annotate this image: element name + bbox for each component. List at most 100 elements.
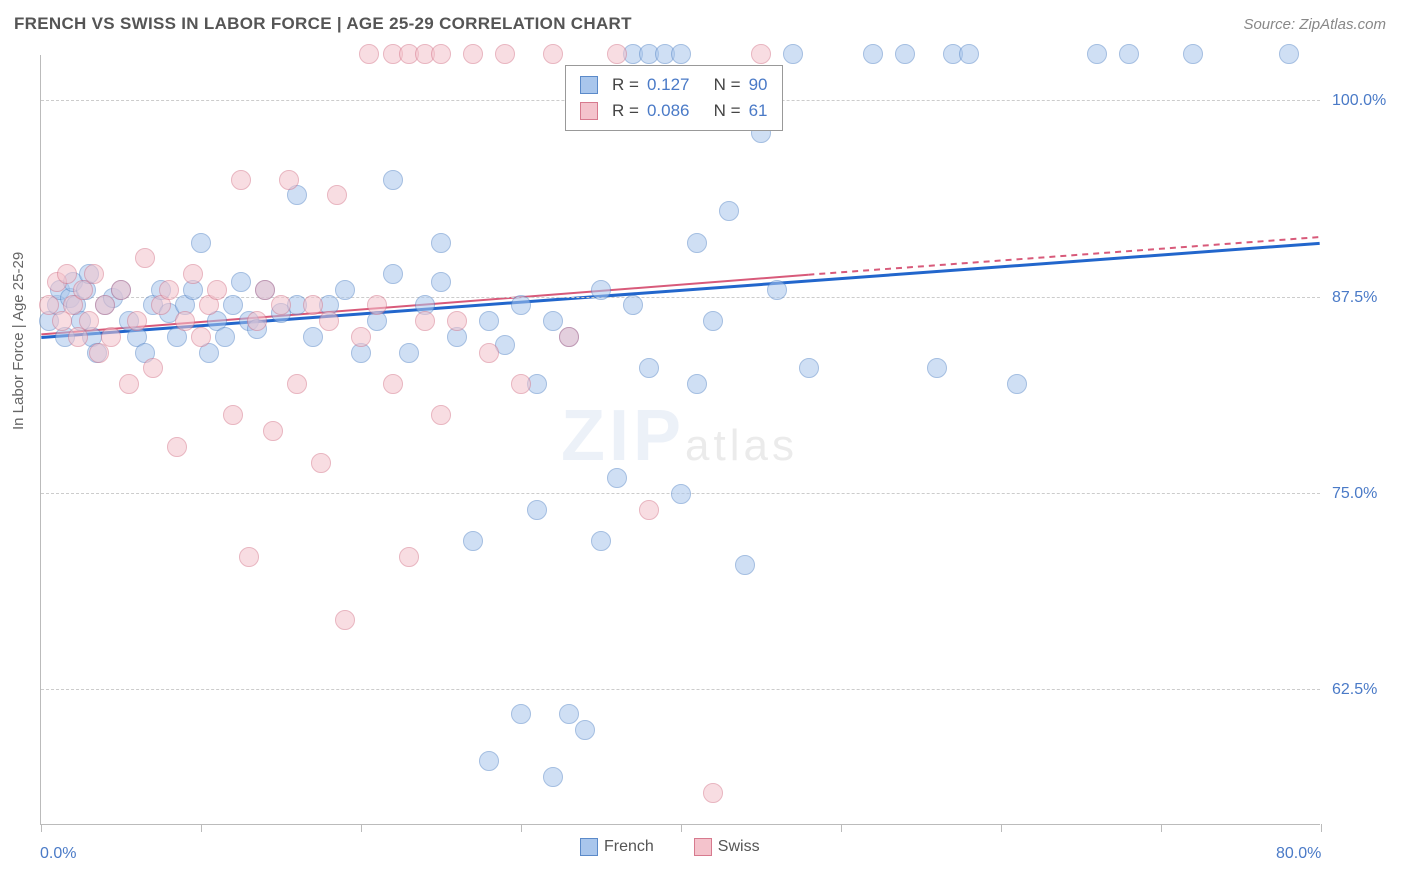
legend-swatch [694,838,712,856]
data-point [303,327,323,347]
x-tick-mark [521,824,522,832]
data-point [431,405,451,425]
data-point [79,311,99,331]
data-point [335,280,355,300]
data-point [191,327,211,347]
x-tick-mark [41,824,42,832]
watermark-main: ZIP [561,396,685,476]
data-point [175,311,195,331]
data-point [127,311,147,331]
data-point [119,374,139,394]
data-point [84,264,104,284]
x-tick-mark [1161,824,1162,832]
data-point [719,201,739,221]
data-point [895,44,915,64]
watermark: ZIPatlas [561,395,798,477]
x-tick-mark [1321,824,1322,832]
data-point [783,44,803,64]
stat-r-label: R = [612,72,639,98]
chart-title: FRENCH VS SWISS IN LABOR FORCE | AGE 25-… [14,14,632,34]
data-point [591,280,611,300]
data-point [799,358,819,378]
data-point [319,311,339,331]
stat-r-label: R = [612,98,639,124]
data-point [1087,44,1107,64]
trend-lines [41,55,1320,824]
data-point [287,374,307,394]
bottom-legend: French Swiss [580,838,760,856]
data-point [463,531,483,551]
data-point [223,405,243,425]
data-point [399,343,419,363]
data-point [511,295,531,315]
data-point [279,170,299,190]
data-point [735,555,755,575]
data-point [479,343,499,363]
data-point [447,311,467,331]
data-point [231,170,251,190]
data-point [231,272,251,292]
x-tick-mark [841,824,842,832]
legend-item: French [580,838,654,856]
data-point [239,547,259,567]
data-point [751,44,771,64]
data-point [543,767,563,787]
stat-r-value: 0.127 [647,72,701,98]
data-point [311,453,331,473]
data-point [559,327,579,347]
data-point [143,358,163,378]
data-point [167,437,187,457]
y-tick-label: 87.5% [1332,289,1377,307]
stat-r-value: 0.086 [647,98,701,124]
x-tick-mark [681,824,682,832]
data-point [687,374,707,394]
data-point [383,170,403,190]
data-point [479,751,499,771]
data-point [607,468,627,488]
y-tick-label: 100.0% [1332,92,1386,110]
data-point [863,44,883,64]
data-point [1119,44,1139,64]
data-point [215,327,235,347]
watermark-sub: atlas [685,421,798,470]
x-tick-mark [361,824,362,832]
chart-container: FRENCH VS SWISS IN LABOR FORCE | AGE 25-… [0,0,1406,892]
gridline [41,689,1320,690]
data-point [495,44,515,64]
data-point [431,233,451,253]
data-point [687,233,707,253]
data-point [559,704,579,724]
x-tick-mark [201,824,202,832]
data-point [1279,44,1299,64]
data-point [367,295,387,315]
legend-swatch [580,76,598,94]
data-point [431,272,451,292]
data-point [671,484,691,504]
data-point [111,280,131,300]
y-axis-title: In Labor Force | Age 25-29 [10,252,27,430]
data-point [183,264,203,284]
stat-n-value: 61 [749,98,768,124]
data-point [351,327,371,347]
plot-area: ZIPatlas [40,55,1320,825]
data-point [247,311,267,331]
data-point [591,531,611,551]
stats-legend-box: R = 0.127 N = 90R = 0.086 N = 61 [565,65,783,131]
data-point [623,295,643,315]
y-tick-label: 62.5% [1332,681,1377,699]
data-point [543,44,563,64]
stat-n-label: N = [709,98,741,124]
legend-swatch [580,838,598,856]
data-point [575,720,595,740]
y-tick-label: 75.0% [1332,485,1377,503]
data-point [399,547,419,567]
stat-n-label: N = [709,72,741,98]
data-point [135,248,155,268]
data-point [415,311,435,331]
legend-item: Swiss [694,838,760,856]
data-point [463,44,483,64]
legend-swatch [580,102,598,120]
data-point [639,358,659,378]
source-label: Source: ZipAtlas.com [1243,16,1386,33]
data-point [383,374,403,394]
